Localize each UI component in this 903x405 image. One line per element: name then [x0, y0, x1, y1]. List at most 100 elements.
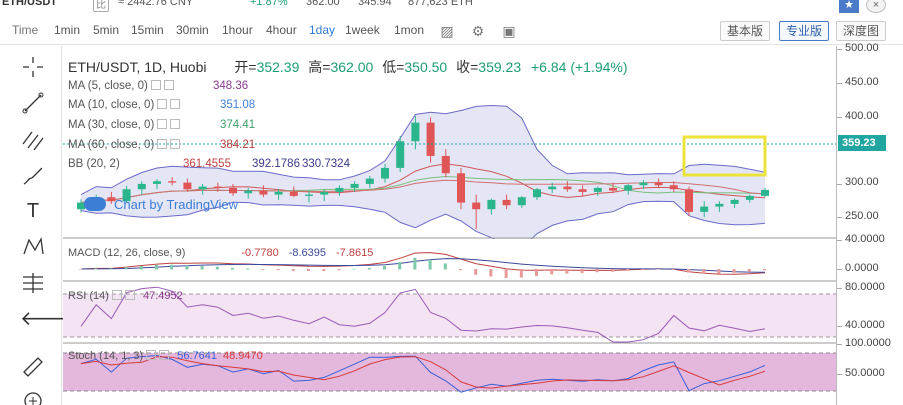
tf-1week[interactable]: 1week — [345, 23, 380, 37]
tf-30min[interactable]: 30min — [176, 23, 209, 37]
ma60-legend[interactable]: MA (60, close, 0) 384.21 — [68, 139, 255, 151]
bollinger-mid-line — [80, 163, 766, 204]
trendline-icon[interactable] — [20, 90, 46, 116]
low-label: 低= — [382, 59, 405, 75]
candle-body — [198, 186, 207, 190]
high-label: 高= — [308, 59, 331, 75]
macd-bar — [79, 269, 82, 270]
settings-icon[interactable]: ⚙ — [471, 23, 485, 39]
stoch-legend[interactable]: Stoch (14, 1, 3) 56.7641 48.9470 — [68, 350, 263, 362]
candle-body — [122, 189, 131, 202]
price-chart[interactable] — [63, 46, 836, 405]
basic-view-button[interactable]: 基本版 — [720, 21, 771, 41]
candle-body — [320, 191, 329, 195]
macd-bar — [155, 264, 158, 270]
rsi-line — [80, 286, 766, 343]
chart-type-icon[interactable]: ▨ — [440, 23, 454, 39]
depth-chart-button[interactable]: 深度图 — [836, 21, 887, 41]
current-price-tag: 359.23 — [838, 135, 886, 151]
ma60-label: MA (60, close, 0) — [68, 139, 155, 151]
macd-bar — [626, 269, 630, 271]
macd-bar — [94, 268, 98, 270]
crosshair-icon[interactable] — [20, 54, 46, 80]
close-icon[interactable]: × — [866, 0, 886, 13]
ma30-value: 374.41 — [220, 119, 256, 131]
rsi-label: RSI (14) — [68, 290, 109, 302]
macd-label: MACD (12, 26, close, 9) — [68, 247, 186, 259]
price-axis: 500.00 450.00 400.00 300.00 250.00 40.00… — [836, 42, 903, 405]
bb-legend[interactable]: BB (20, 2) 361.4555 392.1786 330.7324 — [68, 158, 350, 170]
macd-bar — [124, 267, 128, 270]
macd-bar — [139, 265, 143, 270]
cloud-icon — [84, 197, 106, 211]
timeframe-toolbar: Time 1min 5min 15min 30min 1hour 4hour 1… — [0, 17, 903, 45]
macd-bar — [231, 267, 234, 270]
bb-lower-value: 330.7324 — [302, 158, 350, 170]
tf-5min[interactable]: 5min — [93, 23, 120, 37]
candle-body — [730, 199, 739, 204]
change-percent: +1.87% — [250, 0, 288, 8]
tf-1hour[interactable]: 1hour — [222, 23, 253, 37]
change-value: +6.84 (+1.94%) — [531, 59, 628, 75]
stoch-d-value: 48.9470 — [222, 350, 263, 362]
pro-view-button[interactable]: 专业版 — [779, 21, 830, 41]
ruler-icon[interactable] — [20, 354, 46, 380]
candle-body — [259, 190, 268, 195]
stoch-d-line — [80, 356, 766, 389]
macd-bar — [443, 263, 447, 270]
ma5-label: MA (5, close, 0) — [68, 80, 148, 92]
ma60-line — [80, 179, 766, 204]
candle-body — [715, 203, 724, 207]
tf-15min[interactable]: 15min — [131, 23, 164, 37]
axis-label: 100.0000 — [845, 337, 891, 349]
fullscreen-icon[interactable]: ▣ — [502, 23, 516, 39]
bollinger-band-fill — [81, 105, 765, 249]
fib-icon[interactable] — [20, 126, 46, 152]
tradingview-watermark[interactable]: Chart by TradingView — [84, 197, 238, 212]
macd-value-1: -0.7780 — [241, 247, 279, 259]
macd-bar — [474, 269, 478, 275]
low-value: 350.50 — [404, 59, 448, 75]
macd-bar — [352, 268, 356, 270]
macd-legend[interactable]: MACD (12, 26, close, 9) -0.7780 -8.6395 -7.… — [68, 247, 373, 259]
axis-label: 500.00 — [845, 42, 879, 54]
candle-body — [335, 187, 344, 192]
macd-bar — [322, 269, 326, 271]
high-value: 362.00 — [330, 59, 374, 75]
ma10-legend[interactable]: MA (10, close, 0) 351.08 — [68, 99, 255, 111]
candle-body — [563, 186, 572, 190]
candle-body — [153, 181, 161, 184]
cny-price: ≈ 2442.76 CNY — [118, 0, 194, 8]
favorite-star-icon[interactable]: ★ — [839, 0, 859, 13]
tf-1min[interactable]: 1min — [54, 23, 81, 37]
measure-icon[interactable] — [20, 270, 46, 296]
symbol-title: ETH/USDT — [2, 0, 57, 8]
candle-body — [107, 197, 116, 202]
pattern-icon[interactable] — [20, 234, 46, 260]
ma5-legend[interactable]: MA (5, close, 0) 348.36 — [68, 80, 248, 92]
tf-1day[interactable]: 1day — [309, 23, 336, 37]
macd-bar — [276, 269, 280, 271]
tf-4hour[interactable]: 4hour — [266, 23, 297, 37]
brush-icon[interactable] — [20, 162, 46, 188]
axis-label: 450.00 — [845, 76, 879, 88]
candle-body — [137, 183, 146, 190]
bb-mid-value: 361.4555 — [183, 158, 231, 170]
candle-body — [229, 187, 237, 194]
candle-body — [517, 197, 526, 206]
drawing-toolbar: T 🡐 — [0, 46, 74, 405]
macd-bar — [717, 269, 721, 274]
rsi-legend[interactable]: RSI (14) 47.4952 — [68, 290, 183, 302]
text-icon[interactable]: T — [26, 200, 40, 222]
stoch-label: Stoch (14, 1, 3) — [68, 350, 144, 362]
macd-bar — [200, 266, 204, 270]
macd-bar — [535, 269, 538, 277]
macd-bar — [504, 269, 508, 278]
ma30-legend[interactable]: MA (30, close, 0) 374.41 — [68, 119, 255, 131]
macd-bar — [489, 269, 493, 277]
tf-1mon[interactable]: 1mon — [394, 23, 425, 37]
macd-bar — [565, 269, 569, 274]
back-arrow-icon[interactable]: 🡐 — [20, 308, 74, 330]
candle-body — [639, 182, 648, 186]
zoom-icon[interactable] — [20, 388, 46, 405]
